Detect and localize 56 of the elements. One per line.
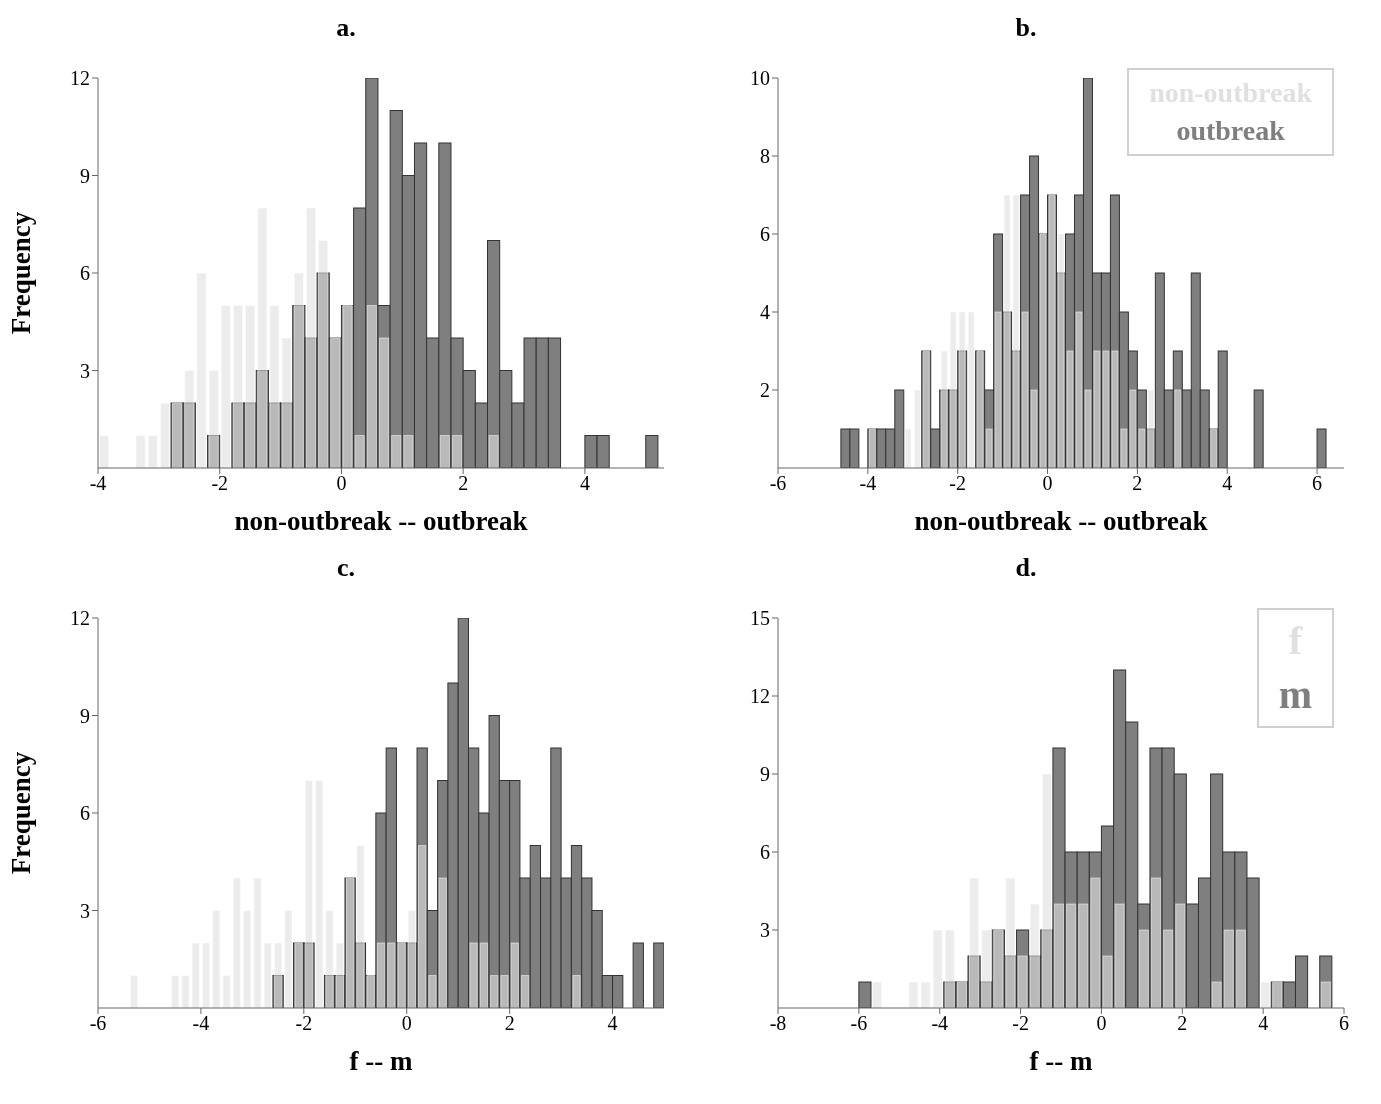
x-tick-label: 0: [401, 1012, 412, 1035]
chart-title: d.: [1014, 552, 1038, 584]
y-axis-title: Frequency: [5, 751, 36, 875]
chart-title: b.: [1014, 12, 1038, 44]
chart-title: a.: [335, 12, 357, 44]
x-tick-label: 4: [579, 472, 590, 495]
x-tick-label: -4: [192, 1012, 210, 1035]
y-tick-label: 12: [70, 67, 90, 90]
x-tick-label: -6: [89, 1012, 107, 1035]
x-axis-title: non-outbreak -- outbreak: [914, 506, 1208, 536]
x-tick-label: 4: [607, 1012, 618, 1035]
x-tick-label: -6: [850, 1012, 868, 1035]
y-tick-label: 12: [750, 685, 770, 708]
y-tick-label: 6: [760, 841, 770, 864]
x-tick-label: -4: [859, 472, 877, 495]
series-label: m: [1278, 671, 1312, 719]
x-tick-label: 0: [1096, 1012, 1107, 1035]
text: outbreak: [1175, 113, 1286, 148]
x-axis-title: f -- m: [1029, 1046, 1093, 1076]
x-tick-label: -2: [1012, 1012, 1029, 1035]
y-tick-label: 3: [760, 919, 770, 942]
x-tick-label: -8: [769, 1012, 787, 1035]
y-tick-label: 9: [760, 763, 770, 786]
y-tick-label: 6: [80, 802, 90, 825]
y-tick-label: 9: [80, 704, 90, 727]
x-tick-label: -4: [89, 472, 107, 495]
x-tick-label: 2: [504, 1012, 515, 1035]
y-tick-label: 6: [80, 262, 90, 285]
x-tick-label: 0: [1042, 472, 1053, 495]
y-tick-label: 3: [80, 899, 90, 922]
x-tick-label: 6: [1312, 472, 1323, 495]
x-axis-title: f -- m: [349, 1046, 413, 1076]
y-tick-label: 8: [760, 145, 770, 168]
y-tick-label: 2: [760, 379, 770, 402]
x-tick-label: -6: [769, 472, 787, 495]
x-tick-label: 2: [1132, 472, 1143, 495]
x-tick-label: -4: [931, 1012, 949, 1035]
y-axis-title: Frequency: [5, 211, 36, 335]
y-tick-label: 6: [760, 223, 770, 246]
y-tick-label: 12: [70, 607, 90, 630]
y-tick-label: 4: [760, 301, 770, 324]
chart-title: c.: [335, 552, 356, 584]
x-tick-label: 4: [1258, 1012, 1269, 1035]
y-tick-label: 3: [80, 359, 90, 382]
x-tick-label: 2: [1177, 1012, 1188, 1035]
x-tick-label: 6: [1339, 1012, 1349, 1035]
y-tick-label: 10: [750, 67, 770, 90]
x-tick-label: -2: [949, 472, 967, 495]
x-tick-label: -2: [295, 1012, 313, 1035]
x-tick-label: 0: [336, 472, 347, 495]
x-tick-label: 2: [458, 472, 469, 495]
y-tick-label: 15: [750, 607, 770, 630]
x-tick-label: -2: [211, 472, 229, 495]
x-tick-label: 4: [1222, 472, 1233, 495]
y-tick-label: 9: [80, 164, 90, 187]
x-axis-title: non-outbreak -- outbreak: [234, 506, 528, 536]
